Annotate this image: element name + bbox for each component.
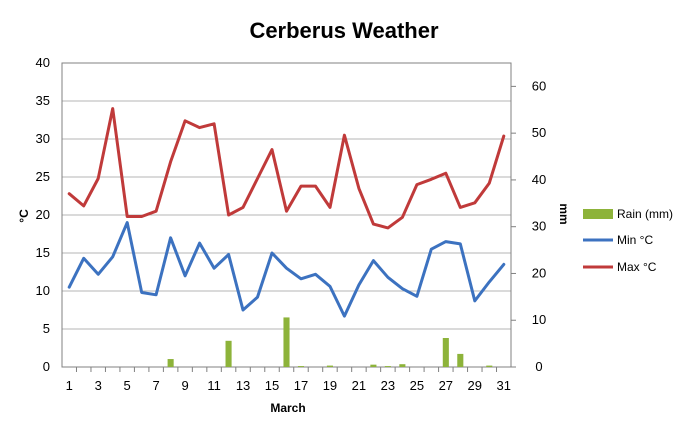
left-tick-label: 30 — [36, 131, 50, 146]
rain-bar — [370, 364, 377, 367]
max-temp-line — [67, 107, 506, 230]
left-tick-label: 0 — [43, 359, 50, 374]
right-tick-label: 10 — [532, 312, 546, 327]
left-axis-ticks: 0 5 10 15 20 25 30 35 40 — [36, 55, 50, 374]
legend-label: Max °C — [617, 260, 657, 274]
rain-bar — [442, 338, 449, 367]
min-temp-line — [67, 221, 506, 318]
rain-bar — [225, 340, 232, 367]
right-tick-label: 0 — [535, 359, 542, 374]
x-tick-label: 17 — [294, 378, 308, 393]
rain-bar — [167, 359, 174, 367]
x-tick-label: 13 — [236, 378, 250, 393]
right-tick-label: 30 — [532, 219, 546, 234]
rain-bar — [486, 365, 493, 367]
legend: Rain (mm) Min °C Max °C — [583, 207, 673, 274]
x-tick-label: 25 — [410, 378, 424, 393]
x-tick-label: 1 — [66, 378, 73, 393]
x-tick-label: 11 — [207, 378, 221, 393]
rain-bar — [457, 353, 464, 367]
rain-bar — [297, 366, 305, 367]
left-tick-label: 5 — [43, 321, 50, 336]
legend-swatch-rain — [583, 209, 613, 219]
left-tick-label: 10 — [36, 283, 50, 298]
rain-bars — [167, 317, 493, 367]
left-tick-label: 40 — [36, 55, 50, 70]
x-tick-label: 7 — [153, 378, 160, 393]
x-tick-label: 15 — [265, 378, 279, 393]
left-tick-label: 35 — [36, 93, 50, 108]
legend-label: Rain (mm) — [617, 207, 673, 221]
x-tick-label: 3 — [95, 378, 102, 393]
x-tick-label: 9 — [181, 378, 188, 393]
right-tick-label: 20 — [532, 265, 546, 280]
right-tick-label: 40 — [532, 172, 546, 187]
x-tick-label: 21 — [352, 378, 366, 393]
rain-bar — [326, 365, 333, 367]
x-tick-label: 27 — [439, 378, 453, 393]
right-tick-label: 50 — [532, 125, 546, 140]
x-axis-title: March — [270, 401, 305, 415]
rain-bar — [399, 364, 406, 367]
x-tick-label: 19 — [323, 378, 337, 393]
temperature-lines — [67, 107, 506, 318]
right-y-axis-title: mm — [557, 203, 571, 224]
x-tick-label: 5 — [124, 378, 131, 393]
left-tick-label: 20 — [36, 207, 50, 222]
left-tick-label: 25 — [36, 169, 50, 184]
x-tick-label: 29 — [468, 378, 482, 393]
right-tick-label: 60 — [532, 78, 546, 93]
x-axis-ticks: 1 3 5 7 9 11 13 15 17 19 21 23 25 27 29 31 — [66, 367, 511, 393]
x-tick-label: 31 — [497, 378, 511, 393]
right-axis-ticks: 0 10 20 30 40 50 60 — [511, 78, 546, 374]
left-tick-label: 15 — [36, 245, 50, 260]
left-y-axis-title: °C — [17, 209, 31, 223]
chart-title: Cerberus Weather — [249, 18, 439, 43]
legend-label: Min °C — [617, 233, 653, 247]
rain-bar — [384, 366, 391, 367]
rain-bar — [283, 317, 290, 367]
x-tick-label: 23 — [381, 378, 395, 393]
